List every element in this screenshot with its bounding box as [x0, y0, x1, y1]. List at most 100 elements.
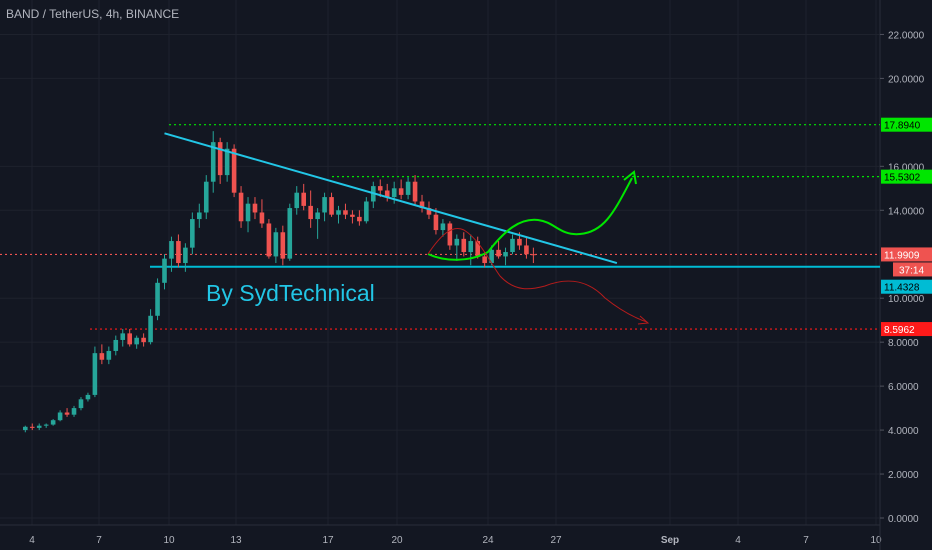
candle-body — [398, 188, 404, 195]
candle-body — [141, 337, 146, 343]
price-level-label: 11.9909 — [884, 250, 920, 261]
y-tick-label: 10.0000 — [888, 294, 925, 305]
candle-body — [23, 426, 28, 431]
candle-body — [252, 203, 258, 213]
x-tick-label: 10 — [870, 535, 882, 546]
candle-body — [343, 210, 348, 215]
candle-body — [85, 394, 91, 400]
candle-body — [273, 232, 279, 257]
candle-body — [64, 412, 70, 415]
x-tick-label: 4 — [735, 535, 741, 546]
x-tick-label: 20 — [391, 535, 403, 546]
candle-body — [231, 148, 237, 193]
x-tick-label: 7 — [803, 535, 809, 546]
candle-body — [120, 333, 126, 340]
candle-body — [183, 247, 188, 264]
candle-body — [384, 190, 390, 198]
candle-body — [308, 205, 313, 220]
candle-body — [238, 192, 244, 222]
y-tick-label: 14.0000 — [888, 206, 925, 217]
y-tick-label: 0.0000 — [888, 514, 919, 525]
candle-body — [524, 245, 529, 255]
bearish-arrowhead — [637, 315, 650, 325]
candle-body — [301, 192, 306, 206]
candle-body — [280, 232, 286, 259]
candle-body — [259, 212, 265, 224]
candle-body — [148, 315, 153, 343]
x-tick-label: 17 — [322, 535, 334, 546]
chart-title: BAND / TetherUS, 4h, BINANCE — [6, 7, 180, 21]
price-level-badge — [881, 279, 932, 294]
candle-body — [92, 353, 98, 395]
candle-body — [461, 238, 467, 253]
candle-body — [197, 212, 202, 220]
y-tick-label: 16.0000 — [888, 162, 925, 173]
candle-body — [162, 258, 167, 283]
candle-body — [433, 214, 439, 231]
candle-body — [99, 353, 105, 360]
candle-body — [426, 208, 432, 215]
y-tick-label: 6.0000 — [888, 382, 919, 393]
candle-body — [377, 186, 383, 191]
candle-body — [113, 339, 119, 351]
candle-body — [294, 192, 300, 209]
countdown-label: 37:14 — [899, 265, 924, 276]
price-level-badge — [881, 117, 932, 132]
candle-body — [503, 252, 508, 257]
y-tick-label: 22.0000 — [888, 30, 925, 41]
x-tick-label: 13 — [230, 535, 242, 546]
candle-body — [203, 181, 209, 213]
candle-body — [336, 210, 341, 215]
x-tick-label: Sep — [661, 535, 679, 546]
candle-body — [78, 399, 84, 409]
countdown-badge — [893, 262, 932, 277]
bullish-projection-path — [427, 177, 633, 261]
candle-body — [57, 412, 63, 421]
y-tick-label: 2.0000 — [888, 470, 919, 481]
x-tick-label: 4 — [29, 535, 35, 546]
y-tick-label: 4.0000 — [888, 426, 919, 437]
candle-body — [29, 426, 35, 428]
candle-body — [517, 238, 522, 246]
candle-body — [287, 208, 293, 259]
candle-body — [210, 142, 216, 182]
price-level-badge — [881, 247, 932, 262]
candle-body — [266, 223, 272, 257]
candle-body — [71, 408, 77, 415]
candle-body — [391, 188, 397, 198]
candle-body — [475, 241, 480, 257]
candle-body — [419, 201, 425, 209]
candle-body — [322, 197, 327, 213]
candle-body — [447, 223, 453, 246]
candle-body — [106, 350, 112, 360]
price-level-label: 17.8940 — [884, 121, 921, 132]
price-level-label: 15.5302 — [884, 173, 921, 184]
candle-body — [482, 256, 487, 264]
price-level-label: 11.4328 — [884, 283, 920, 294]
price-level-badge — [881, 169, 932, 184]
candle-body — [329, 197, 334, 215]
y-tick-label: 20.0000 — [888, 74, 925, 85]
candle-body — [176, 241, 181, 264]
price-level-label: 8.5962 — [884, 325, 915, 336]
candle-body — [468, 241, 474, 253]
candle-body — [454, 238, 460, 246]
candle-body — [217, 142, 223, 176]
candle-body — [155, 282, 160, 316]
bullish-arrowhead — [623, 170, 637, 185]
candle-body — [134, 337, 139, 345]
candle-body — [412, 181, 418, 202]
author-annotation: By SydTechnical — [206, 280, 375, 306]
candle-body — [350, 214, 355, 217]
candle-body — [357, 216, 362, 222]
candle-body — [169, 241, 174, 259]
candle-body — [405, 181, 411, 195]
candle-body — [36, 425, 42, 428]
candle-body — [43, 424, 49, 426]
x-tick-label: 10 — [163, 535, 175, 546]
candle-body — [224, 148, 230, 176]
bearish-projection-path — [427, 228, 648, 323]
candle-body — [531, 254, 536, 256]
